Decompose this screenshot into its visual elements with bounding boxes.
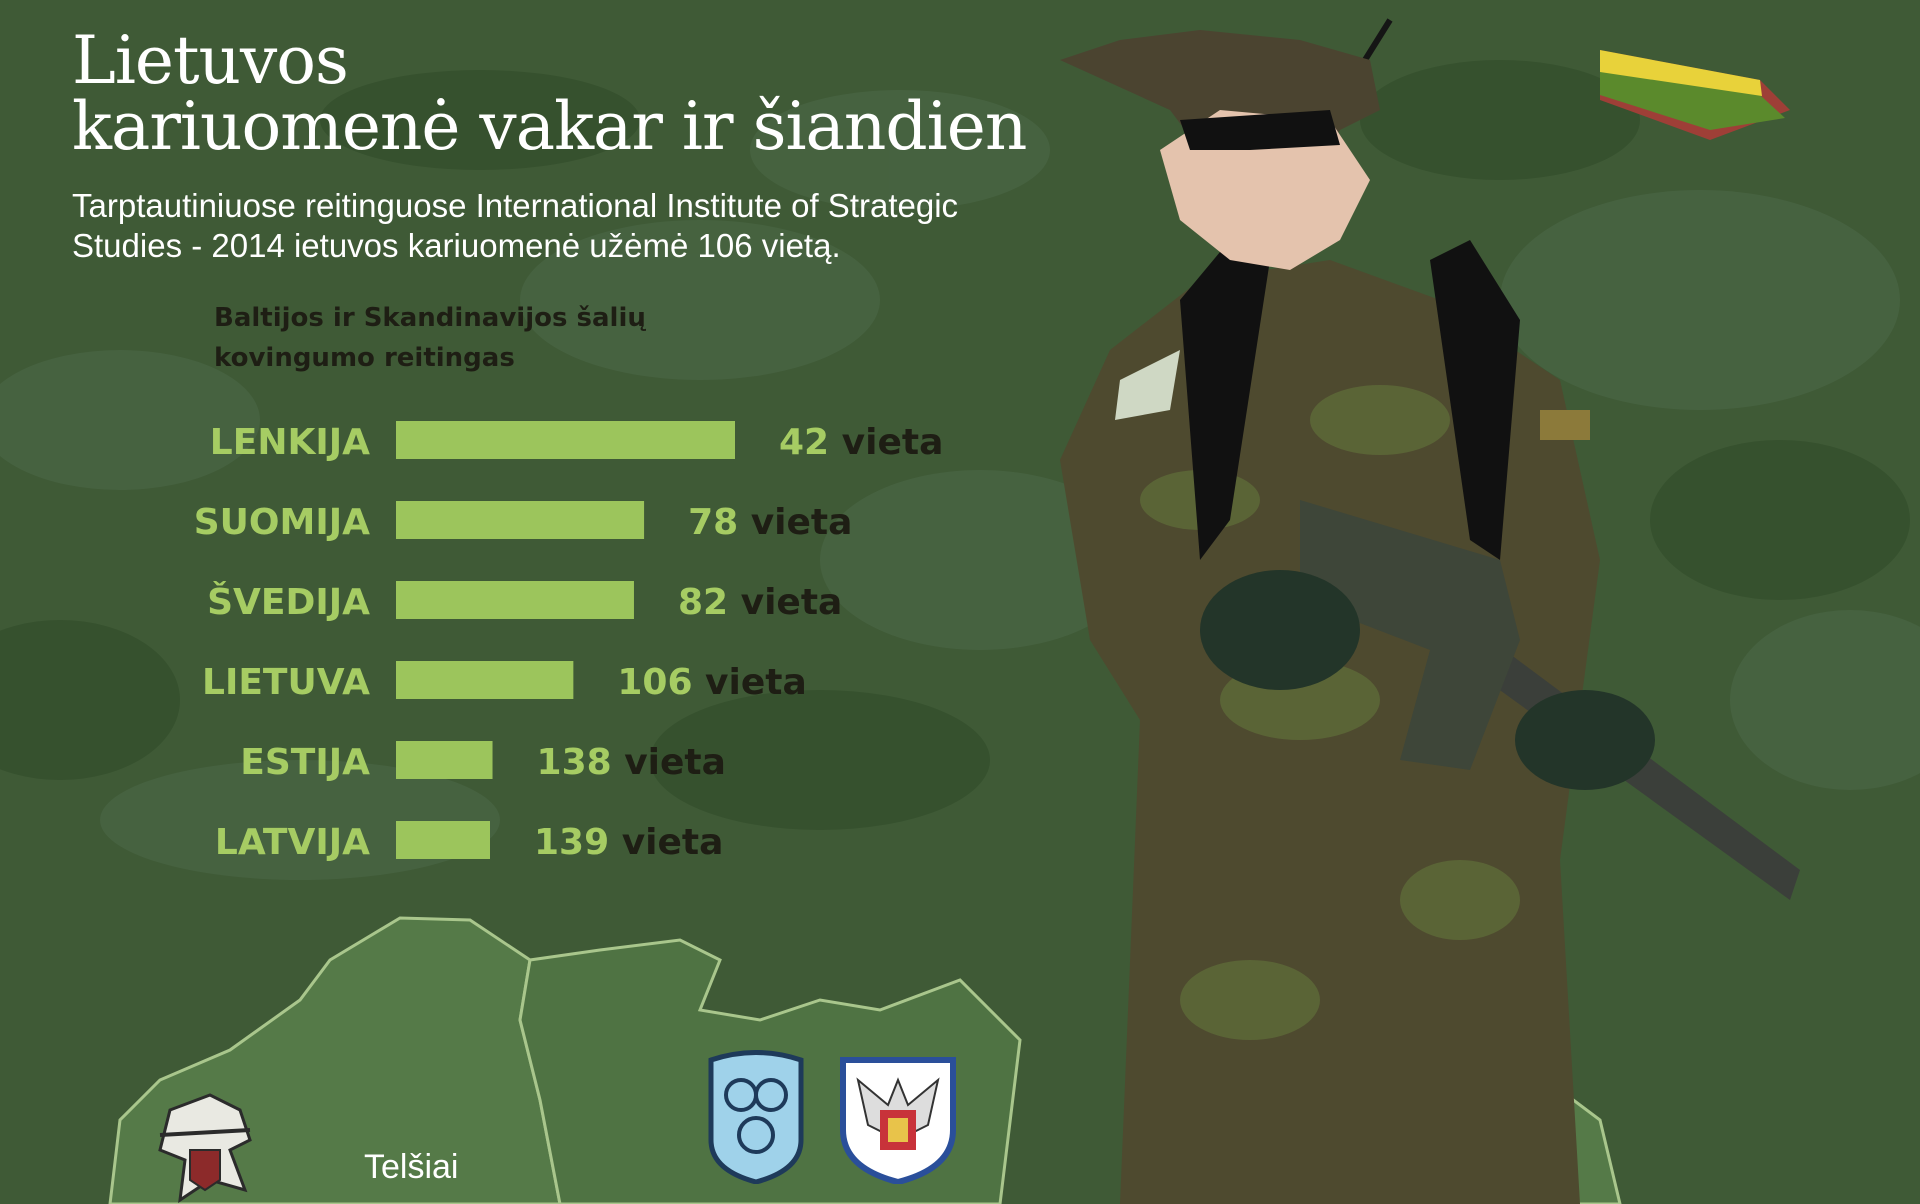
chart-title-line-1: Baltijos ir Skandinavijos šalių [214, 303, 646, 333]
subtitle-line-1: Tarptautiniuose reitinguose Internationa… [72, 187, 959, 224]
bar-value-label: 42 vieta [779, 422, 943, 463]
page-title: Lietuvos kariuomenė vakar ir šiandien [72, 28, 1027, 160]
bar-value-label: 138 vieta [537, 742, 726, 783]
bar-value-label: 82 vieta [678, 582, 842, 623]
bar [396, 501, 645, 539]
air-force-emblem-icon [708, 1050, 804, 1184]
category-label: LENKIJA [210, 422, 370, 463]
category-label: ESTIJA [240, 742, 370, 783]
soldier-illustration [1060, 18, 1800, 1204]
chart-title: Baltijos ir Skandinavijos šalių kovingum… [214, 298, 646, 378]
bar [396, 821, 490, 859]
ranking-bar-chart: LENKIJA 42 vieta SUOMIJA 78 vieta ŠVEDIJA 82 … [194, 421, 943, 863]
chart-title-line-2: kovingumo reitingas [214, 343, 515, 373]
subtitle-line-2: Studies - 2014 ietuvos kariuomenė užėmė … [72, 227, 841, 264]
title-line-2: kariuomenė vakar ir šiandien [72, 88, 1027, 165]
category-label: LIETUVA [202, 662, 370, 703]
eagle-emblem-icon [840, 1057, 956, 1184]
category-label: SUOMIJA [194, 502, 370, 543]
bar [396, 661, 574, 699]
bar [396, 581, 634, 619]
page-subtitle: Tarptautiniuose reitinguose Internationa… [72, 186, 1072, 266]
bar-value-label: 78 vieta [688, 502, 852, 543]
bar [396, 741, 493, 779]
title-line-1: Lietuvos [72, 22, 349, 99]
category-label: ŠVEDIJA [207, 581, 370, 623]
bar-value-label: 106 vieta [617, 662, 806, 703]
map-city-label: Telšiai [364, 1148, 459, 1186]
knight-emblem-icon [158, 1093, 252, 1204]
bar-value-label: 139 vieta [534, 822, 723, 863]
bar [396, 421, 735, 459]
category-label: LATVIJA [215, 822, 370, 863]
